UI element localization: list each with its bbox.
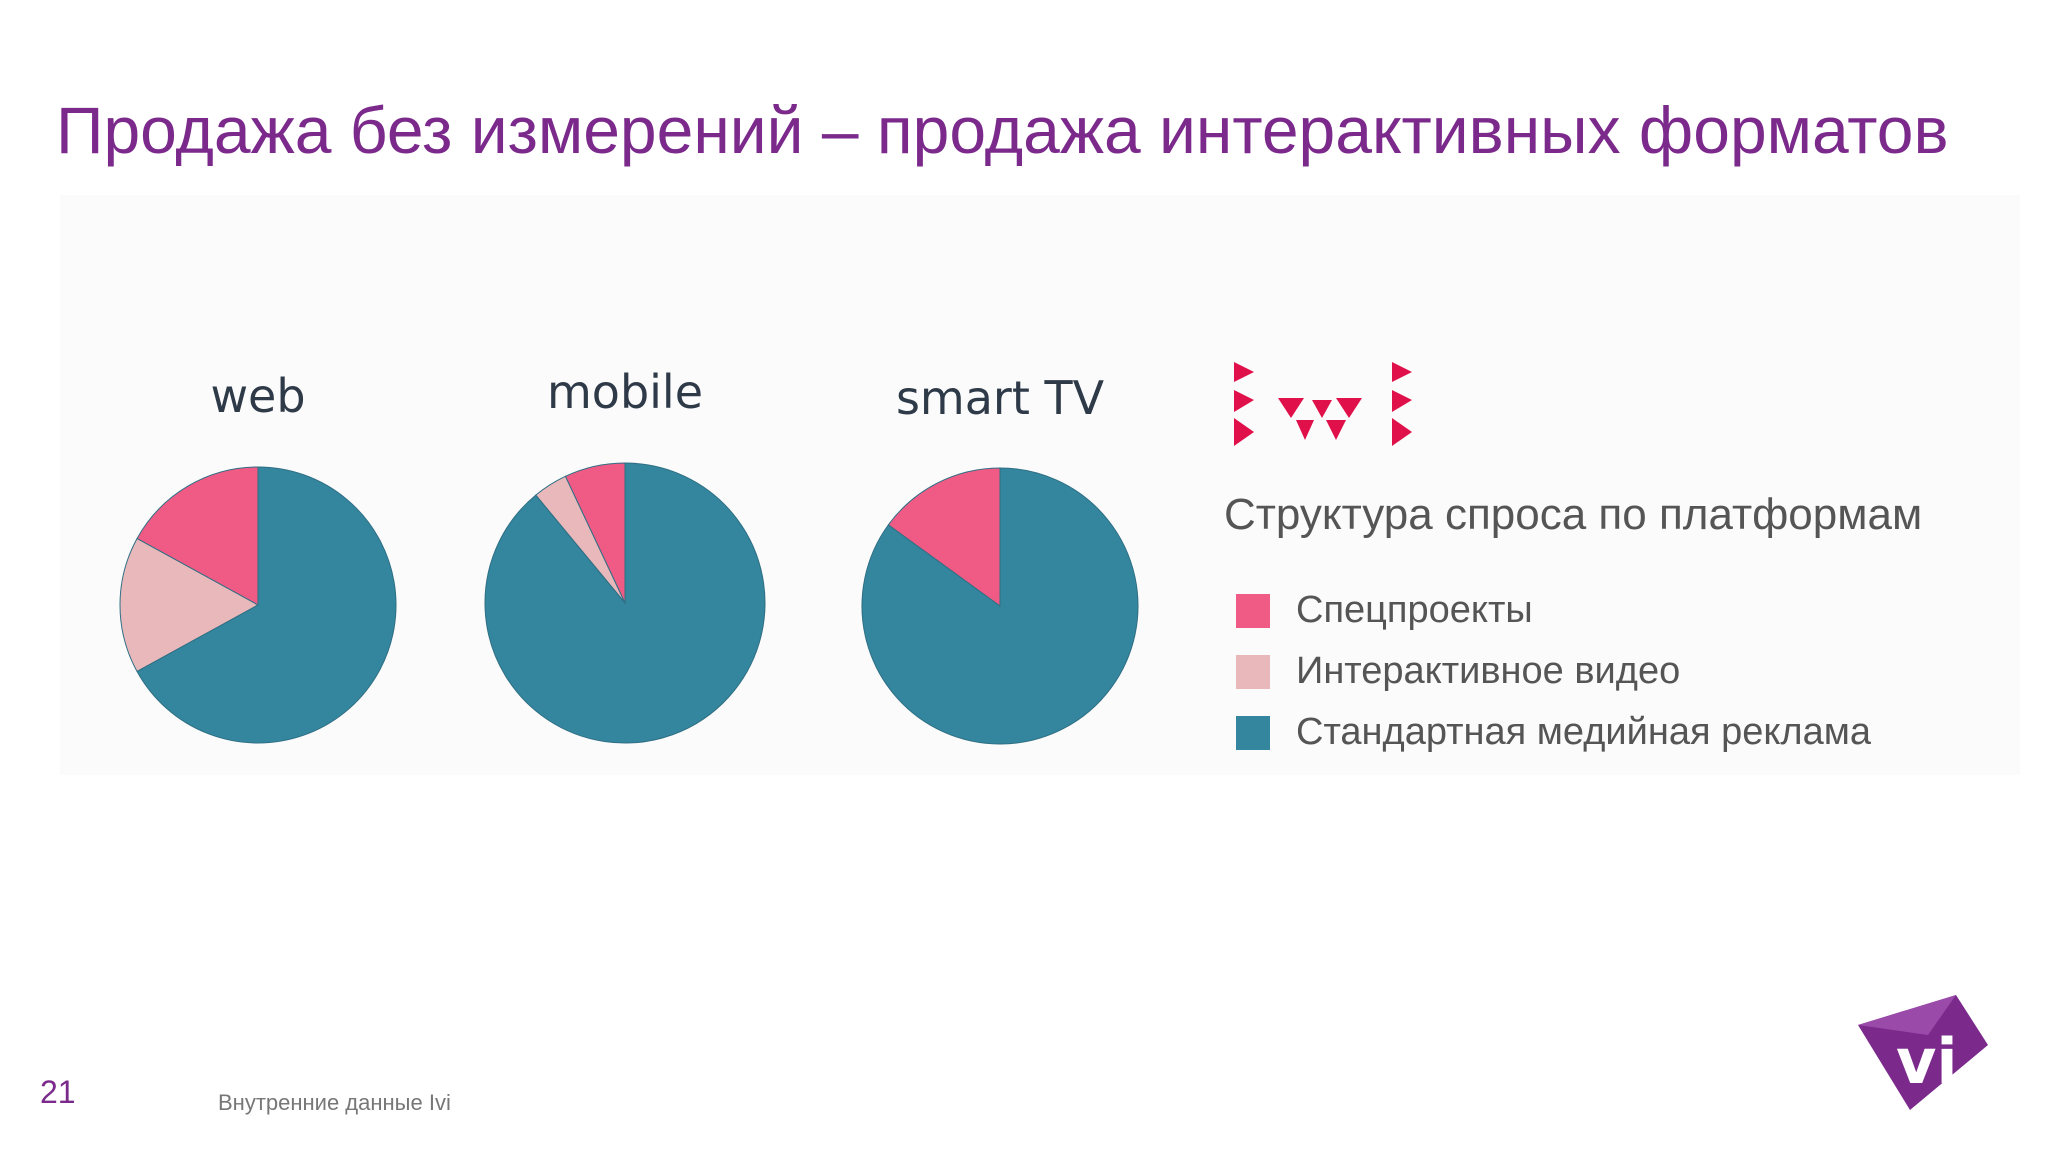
legend: Спецпроекты Интерактивное видео Стандарт… — [1236, 580, 1871, 763]
legend-item-interactive: Интерактивное видео — [1236, 641, 1871, 702]
legend-item-special: Спецпроекты — [1236, 580, 1871, 641]
pie-0-label: web — [210, 369, 305, 423]
pie-2-slice-special — [887, 467, 1001, 607]
legend-swatch-standard — [1236, 715, 1270, 750]
pie-0-slice-interactive — [119, 537, 260, 673]
pie-2-slice-standard — [861, 467, 1139, 745]
legend-label-special: Спецпроекты — [1296, 589, 1533, 631]
legend-title: Структура спроса по платформам — [1224, 490, 1923, 539]
source-note: Внутренние данные Ivi — [218, 1090, 451, 1115]
legend-label-standard: Стандартная медийная реклама — [1296, 711, 1871, 753]
svg-text:vi: vi — [1896, 1025, 1958, 1098]
legend-item-standard: Стандартная медийная реклама — [1236, 702, 1871, 763]
pie-1-slice-standard — [484, 462, 766, 744]
pie-0-slice-special — [136, 466, 259, 606]
vi-logo: vi — [1858, 995, 1988, 1110]
pie-1-label: mobile — [547, 365, 703, 419]
pie-0-slice-standard — [136, 466, 397, 744]
pie-2-label: smart TV — [896, 371, 1105, 425]
legend-label-interactive: Интерактивное видео — [1296, 650, 1681, 692]
legend-swatch-special — [1236, 593, 1270, 628]
legend-swatch-interactive — [1236, 654, 1270, 689]
page-number: 21 — [40, 1074, 76, 1110]
slide-title: Продажа без измерений – продажа интеракт… — [56, 93, 1949, 167]
ivi-logo — [1234, 362, 1412, 446]
